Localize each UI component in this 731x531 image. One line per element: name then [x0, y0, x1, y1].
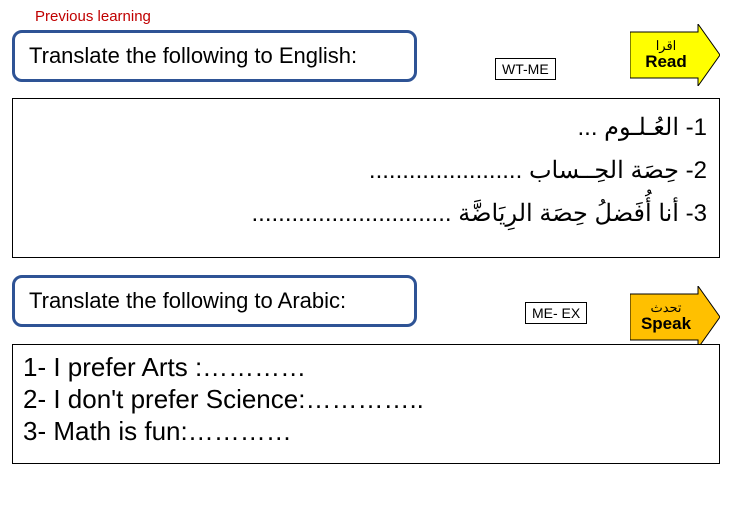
speak-callout-text: تحدث Speak — [630, 286, 702, 348]
arabic-content-box: 1- العُـلـوم ... 2- حِصَة الحِــساب ....… — [12, 98, 720, 258]
speak-en: Speak — [641, 315, 691, 334]
instruction-english: Translate the following to English: — [12, 30, 417, 82]
english-item-3: 3- Math is fun:………… — [23, 416, 709, 447]
english-item-1: 1- I prefer Arts :………… — [23, 352, 709, 383]
speak-ar: تحدث — [650, 301, 681, 315]
speak-callout: تحدث Speak — [630, 286, 720, 348]
read-en: Read — [645, 53, 687, 72]
arabic-item-2: 2- حِصَة الحِــساب .....................… — [25, 156, 707, 185]
instruction-arabic: Translate the following to Arabic: — [12, 275, 417, 327]
english-item-2: 2- I don't prefer Science:………….. — [23, 384, 709, 415]
read-callout: اقرا Read — [630, 24, 720, 86]
arabic-item-1: 1- العُـلـوم ... — [25, 113, 707, 142]
english-content-box: 1- I prefer Arts :………… 2- I don't prefer… — [12, 344, 720, 464]
arabic-item-3: 3- أنا أُفَضلُ حِصَة الرِيَاضَّة .......… — [25, 199, 707, 228]
tag-me-ex: ME- EX — [525, 302, 587, 324]
previous-learning-label: Previous learning — [35, 8, 151, 25]
tag-wt-me: WT-ME — [495, 58, 556, 80]
read-ar: اقرا — [656, 39, 677, 53]
read-callout-text: اقرا Read — [630, 24, 702, 86]
